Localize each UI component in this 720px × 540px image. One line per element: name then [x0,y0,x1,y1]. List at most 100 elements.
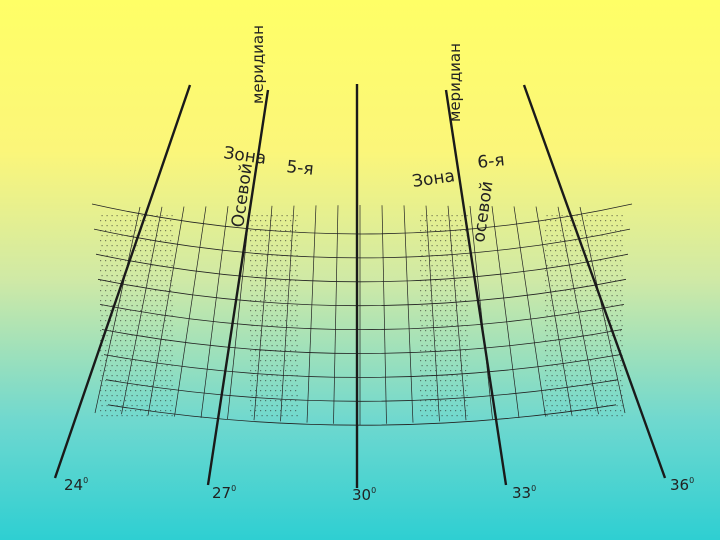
grid-dot [570,240,572,242]
grid-dot [150,370,152,372]
grid-dot [251,215,253,217]
grid-dot [281,285,283,287]
grid-dot [145,270,147,272]
grid-dot [271,225,273,227]
grid-dot [595,320,597,322]
grid-dot [560,230,562,232]
grid-dot [550,400,552,402]
grid-dot [130,350,132,352]
grid-dot [146,265,148,267]
grid-dot [145,240,147,242]
grid-dot [436,225,438,227]
grid-dot [160,230,162,232]
grid-dot [465,350,467,352]
grid-dot [575,320,577,322]
grid-dot [100,290,102,292]
grid-dot [425,290,427,292]
grid-dot [591,315,593,317]
grid-dot [546,375,548,377]
grid-dot [151,245,153,247]
grid-dot [166,355,168,357]
grid-dot [461,245,463,247]
grid-dot [170,310,172,312]
grid-dot [295,310,297,312]
grid-dot [156,385,158,387]
grid-dot [430,400,432,402]
grid-dot [556,325,558,327]
grid-dot [251,355,253,357]
grid-dot [435,250,437,252]
grid-dot [575,330,577,332]
grid-dot [165,220,167,222]
grid-dot [160,400,162,402]
grid-dot [286,305,288,307]
grid-dot [290,350,292,352]
grid-dot [296,375,298,377]
grid-dot [105,240,107,242]
grid-dot [100,410,102,412]
grid-dot [270,410,272,412]
grid-dot [291,395,293,397]
grid-dot [566,365,568,367]
grid-dot [426,385,428,387]
grid-dot [601,335,603,337]
grid-dot [436,375,438,377]
grid-dot [161,275,163,277]
grid-dot [591,255,593,257]
grid-dot [291,315,293,317]
grid-dot [466,285,468,287]
grid-dot [436,315,438,317]
grid-dot [605,240,607,242]
grid-dot [265,350,267,352]
grid-dot [161,225,163,227]
grid-dot [265,220,267,222]
grid-dot [266,245,268,247]
grid-dot [256,375,258,377]
grid-dot [610,300,612,302]
grid-dot [445,390,447,392]
grid-dot [556,385,558,387]
grid-dot [441,275,443,277]
grid-dot [600,360,602,362]
grid-dot [256,405,258,407]
grid-dot [565,390,567,392]
grid-dot [105,410,107,412]
grid-dot [596,315,598,317]
grid-dot [455,270,457,272]
grid-dot [425,410,427,412]
grid-dot [286,275,288,277]
grid-dot [445,330,447,332]
grid-dot [101,355,103,357]
grid-dot [146,385,148,387]
grid-dot [261,355,263,357]
grid-dot [616,295,618,297]
grid-meridian-line [121,206,163,415]
grid-dot [110,350,112,352]
grid-dot [561,405,563,407]
grid-dot [250,310,252,312]
grid-dot [140,250,142,252]
grid-dot [101,275,103,277]
grid-dot [131,215,133,217]
grid-dot [606,255,608,257]
grid-dot [131,265,133,267]
grid-dot [590,380,592,382]
grid-dot [430,250,432,252]
grid-dot [125,230,127,232]
grid-dot [256,235,258,237]
grid-dot [141,345,143,347]
grid-meridian-line [579,206,626,414]
grid-dot [290,390,292,392]
grid-dot [621,395,623,397]
grid-dot [421,335,423,337]
grid-dot [566,275,568,277]
grid-dot [256,335,258,337]
grid-dot [591,245,593,247]
grid-dot [421,245,423,247]
grid-dot [296,355,298,357]
grid-dot [441,305,443,307]
grid-dot [101,415,103,417]
grid-dot [436,245,438,247]
grid-dot [111,285,113,287]
grid-dot [586,285,588,287]
